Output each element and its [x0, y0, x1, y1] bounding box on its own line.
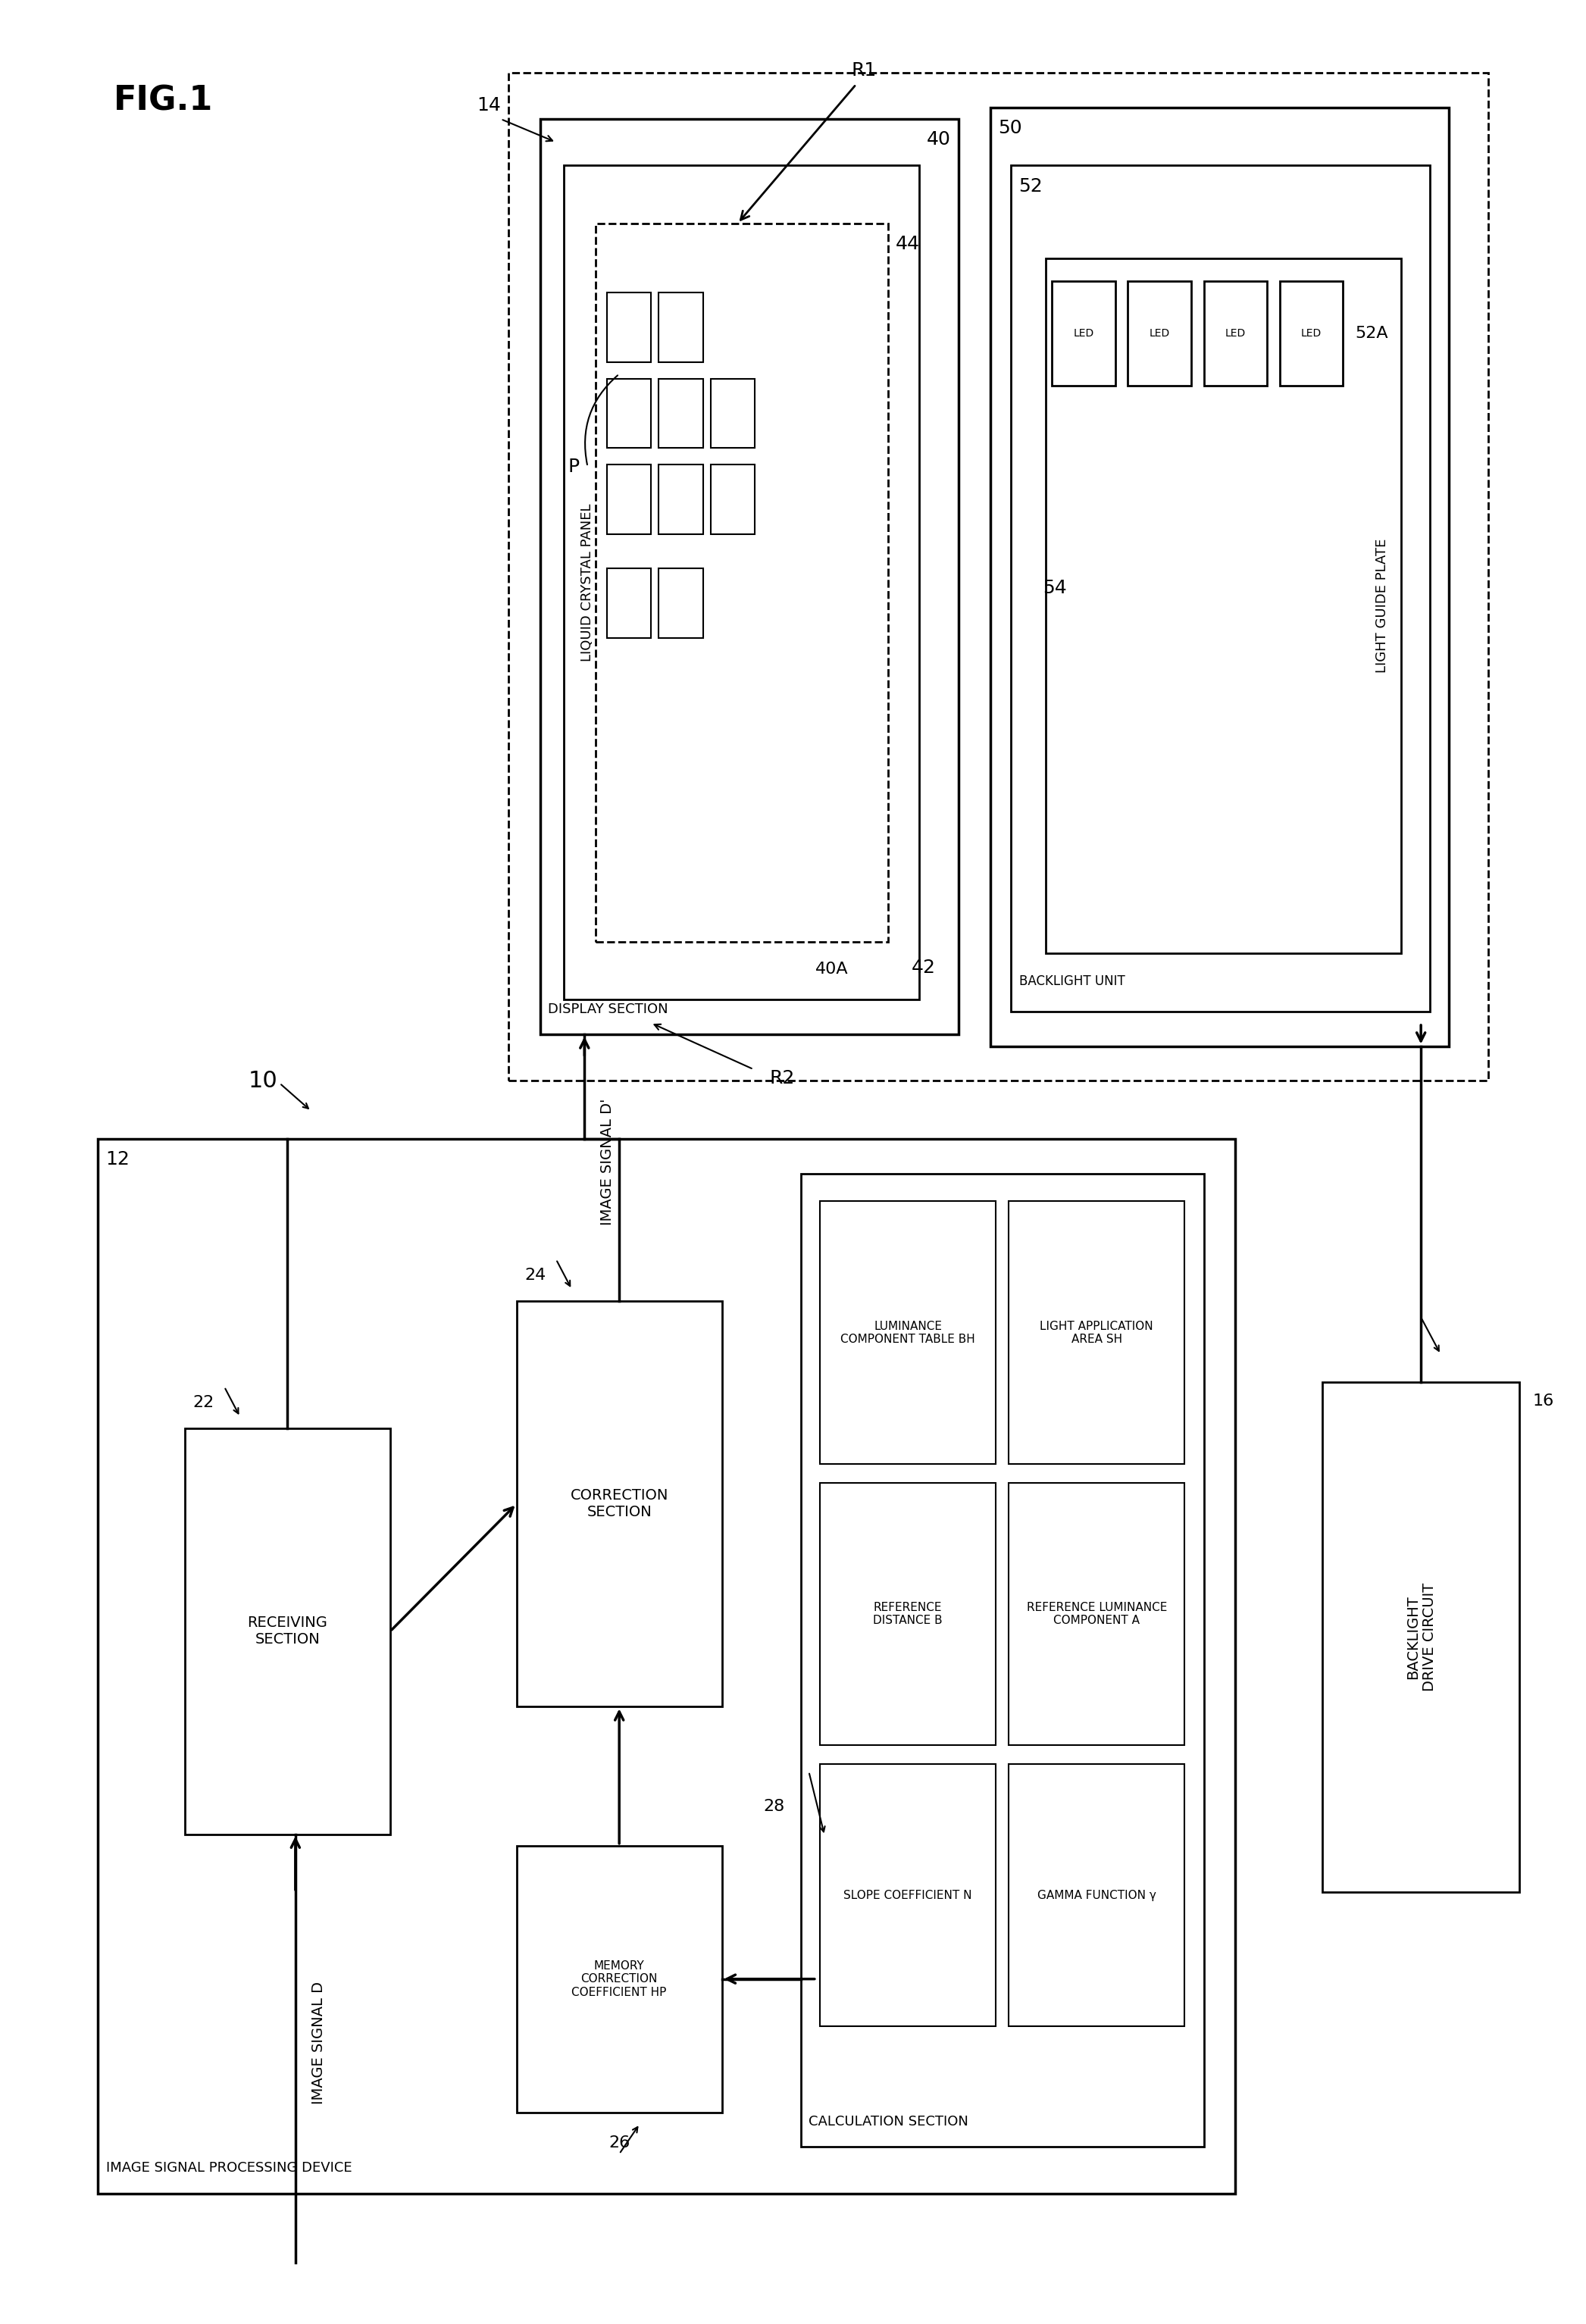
- Text: LED: LED: [1074, 328, 1094, 339]
- Bar: [541, 119, 960, 1034]
- Text: 44: 44: [896, 235, 920, 253]
- Bar: [991, 107, 1448, 1046]
- Text: IMAGE SIGNAL D: IMAGE SIGNAL D: [311, 1982, 325, 2103]
- Text: DISPLAY SECTION: DISPLAY SECTION: [549, 1002, 668, 1016]
- Text: 14: 14: [477, 95, 501, 114]
- Text: RECEIVING
SECTION: RECEIVING SECTION: [247, 1615, 328, 1648]
- Bar: [606, 465, 650, 535]
- Text: 28: 28: [764, 1799, 785, 1815]
- Text: LED: LED: [1301, 328, 1321, 339]
- Bar: [658, 293, 703, 363]
- Bar: [517, 1845, 722, 2113]
- Text: LIQUID CRYSTAL PANEL: LIQUID CRYSTAL PANEL: [580, 504, 595, 662]
- Text: 10: 10: [247, 1069, 278, 1092]
- Text: 42: 42: [912, 957, 936, 976]
- Bar: [1009, 1202, 1185, 1464]
- Bar: [1052, 281, 1115, 386]
- Text: FIG.1: FIG.1: [114, 84, 213, 116]
- Bar: [606, 293, 650, 363]
- Text: 40: 40: [926, 130, 952, 149]
- Bar: [1010, 165, 1429, 1011]
- Text: CALCULATION SECTION: CALCULATION SECTION: [809, 2115, 969, 2129]
- Text: LUMINANCE
COMPONENT TABLE BH: LUMINANCE COMPONENT TABLE BH: [841, 1320, 975, 1346]
- Text: LED: LED: [1150, 328, 1170, 339]
- Text: LIGHT APPLICATION
AREA SH: LIGHT APPLICATION AREA SH: [1040, 1320, 1153, 1346]
- Text: BACKLIGHT
DRIVE CIRCUIT: BACKLIGHT DRIVE CIRCUIT: [1405, 1583, 1437, 1692]
- Bar: [820, 1202, 996, 1464]
- Text: R2: R2: [769, 1069, 795, 1088]
- Bar: [1323, 1383, 1519, 1892]
- Text: MEMORY
CORRECTION
COEFFICIENT HP: MEMORY CORRECTION COEFFICIENT HP: [571, 1959, 666, 1999]
- Text: 50: 50: [998, 119, 1023, 137]
- Bar: [1204, 281, 1267, 386]
- Bar: [186, 1429, 390, 1834]
- Bar: [606, 569, 650, 639]
- Text: 54: 54: [1042, 579, 1067, 597]
- Bar: [1045, 258, 1400, 953]
- Bar: [658, 379, 703, 449]
- Bar: [801, 1174, 1204, 2147]
- Bar: [1128, 281, 1191, 386]
- Text: 26: 26: [609, 2136, 630, 2150]
- Text: LED: LED: [1224, 328, 1245, 339]
- Text: 24: 24: [525, 1267, 546, 1283]
- Text: CORRECTION
SECTION: CORRECTION SECTION: [571, 1487, 668, 1520]
- Text: 22: 22: [193, 1394, 214, 1411]
- Bar: [98, 1139, 1235, 2194]
- Bar: [565, 165, 920, 999]
- Text: REFERENCE
DISTANCE B: REFERENCE DISTANCE B: [874, 1601, 942, 1627]
- Bar: [711, 465, 755, 535]
- Bar: [1009, 1764, 1185, 2027]
- Text: REFERENCE LUMINANCE
COMPONENT A: REFERENCE LUMINANCE COMPONENT A: [1026, 1601, 1167, 1627]
- Text: P: P: [568, 458, 580, 476]
- Text: 12: 12: [106, 1150, 130, 1169]
- Bar: [1280, 281, 1343, 386]
- Text: IMAGE SIGNAL PROCESSING DEVICE: IMAGE SIGNAL PROCESSING DEVICE: [106, 2161, 352, 2175]
- Bar: [820, 1483, 996, 1745]
- Bar: [1009, 1483, 1185, 1745]
- Text: 40A: 40A: [815, 962, 849, 976]
- Text: GAMMA FUNCTION γ: GAMMA FUNCTION γ: [1037, 1889, 1156, 1901]
- Text: LIGHT GUIDE PLATE: LIGHT GUIDE PLATE: [1375, 539, 1389, 674]
- Bar: [711, 379, 755, 449]
- Bar: [595, 223, 888, 941]
- Bar: [517, 1301, 722, 1706]
- Bar: [509, 72, 1488, 1081]
- Bar: [606, 379, 650, 449]
- Bar: [658, 465, 703, 535]
- Text: BACKLIGHT UNIT: BACKLIGHT UNIT: [1018, 974, 1124, 988]
- Text: IMAGE SIGNAL D': IMAGE SIGNAL D': [600, 1099, 615, 1225]
- Bar: [820, 1764, 996, 2027]
- Bar: [658, 569, 703, 639]
- Text: 52A: 52A: [1356, 325, 1388, 342]
- Text: R1: R1: [852, 60, 877, 79]
- Text: SLOPE COEFFICIENT N: SLOPE COEFFICIENT N: [844, 1889, 972, 1901]
- Text: 52: 52: [1018, 177, 1044, 195]
- Text: 16: 16: [1532, 1394, 1554, 1408]
